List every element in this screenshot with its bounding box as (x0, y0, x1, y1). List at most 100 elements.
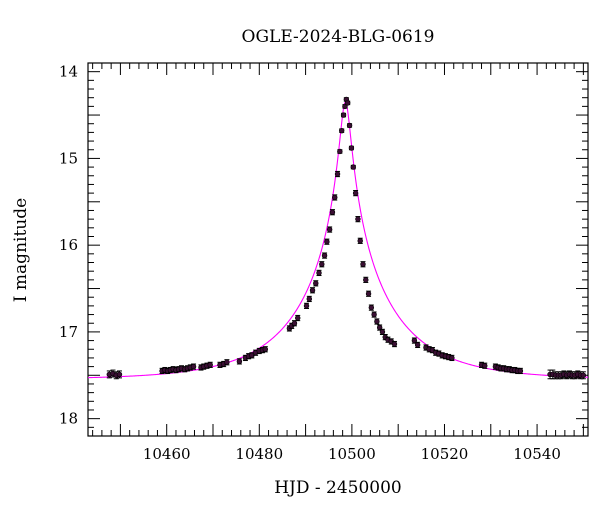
data-points (106, 96, 587, 380)
point-marker (342, 103, 348, 110)
point-marker (379, 329, 386, 335)
data-point (348, 145, 355, 151)
data-point (319, 261, 325, 268)
data-point (224, 359, 230, 366)
point-marker (363, 277, 369, 283)
data-point (374, 318, 380, 325)
point-marker (291, 320, 298, 326)
y-tick-label: 15 (59, 149, 78, 167)
point-marker (316, 270, 322, 276)
point-marker (337, 148, 343, 155)
data-point (313, 280, 319, 287)
data-point (376, 324, 383, 331)
data-point (329, 209, 336, 216)
point-marker (376, 324, 383, 331)
data-point (306, 295, 312, 303)
point-marker (346, 122, 353, 129)
point-marker (321, 252, 328, 259)
plot-frame (87, 62, 589, 437)
point-marker (224, 359, 230, 365)
point-marker (340, 112, 347, 118)
y-tick-label: 18 (59, 410, 78, 428)
point-marker (329, 209, 336, 215)
data-point (303, 302, 310, 309)
data-point (332, 194, 338, 201)
point-marker (332, 194, 338, 201)
data-point (414, 341, 421, 349)
y-tick-label: 14 (59, 63, 78, 81)
data-point (363, 276, 369, 283)
point-marker (306, 296, 312, 302)
data-point (547, 369, 553, 380)
data-point (316, 269, 322, 277)
data-point (291, 320, 298, 327)
point-marker (371, 311, 377, 318)
data-point (517, 367, 524, 375)
data-point (342, 103, 348, 110)
point-marker (355, 216, 361, 222)
point-marker (348, 145, 355, 151)
point-marker (365, 291, 372, 297)
x-tick-label: 10480 (235, 445, 283, 463)
point-marker (517, 368, 524, 374)
data-point (337, 148, 343, 155)
data-point (580, 371, 587, 380)
axis-ticks (88, 62, 588, 437)
y-tick-label: 16 (59, 236, 78, 254)
data-point (345, 100, 351, 106)
data-point (350, 164, 356, 170)
point-marker (350, 164, 356, 170)
point-marker (580, 372, 587, 378)
data-point (495, 364, 501, 371)
data-point (236, 358, 243, 365)
point-marker (391, 341, 398, 347)
model-curve (87, 101, 589, 379)
point-marker (449, 355, 455, 361)
x-tick-label: 10520 (421, 445, 469, 463)
data-point (262, 346, 269, 353)
point-marker (339, 127, 345, 134)
data-point (289, 322, 295, 329)
point-marker (319, 261, 325, 267)
data-point (352, 190, 359, 197)
point-marker (374, 318, 380, 325)
data-point (379, 328, 386, 336)
y-axis-label: I magnitude (11, 198, 31, 302)
point-marker (360, 261, 366, 267)
point-marker (352, 190, 359, 196)
data-point (391, 340, 398, 348)
data-point (324, 238, 330, 245)
tick-labels: 10460 10480 10500 10520 10540 14 15 16 17 18 (59, 63, 561, 463)
data-point (190, 363, 197, 370)
x-axis-label: HJD - 2450000 (274, 478, 402, 498)
point-marker (414, 342, 421, 348)
point-marker (313, 280, 319, 287)
data-point (339, 127, 345, 134)
data-point (116, 370, 123, 379)
chart-title: OGLE-2024-BLG-0619 (242, 27, 435, 47)
data-point (368, 304, 375, 311)
x-tick-label: 10460 (143, 445, 191, 463)
point-marker (334, 171, 341, 177)
point-marker (368, 304, 375, 311)
point-marker (116, 371, 123, 378)
data-point (357, 237, 363, 244)
point-marker (262, 346, 269, 352)
point-marker (303, 303, 310, 309)
point-marker (357, 238, 363, 244)
point-marker (295, 315, 301, 321)
data-point (360, 261, 366, 268)
point-marker (190, 363, 197, 370)
point-marker (482, 363, 488, 369)
data-point (326, 226, 333, 233)
x-tick-label: 10500 (328, 445, 376, 463)
point-marker (324, 238, 330, 245)
data-point (334, 170, 341, 178)
point-marker (345, 100, 351, 106)
data-point (321, 252, 328, 259)
data-point (340, 112, 347, 118)
data-point (365, 290, 372, 297)
data-point (371, 311, 377, 318)
data-point (482, 362, 488, 369)
